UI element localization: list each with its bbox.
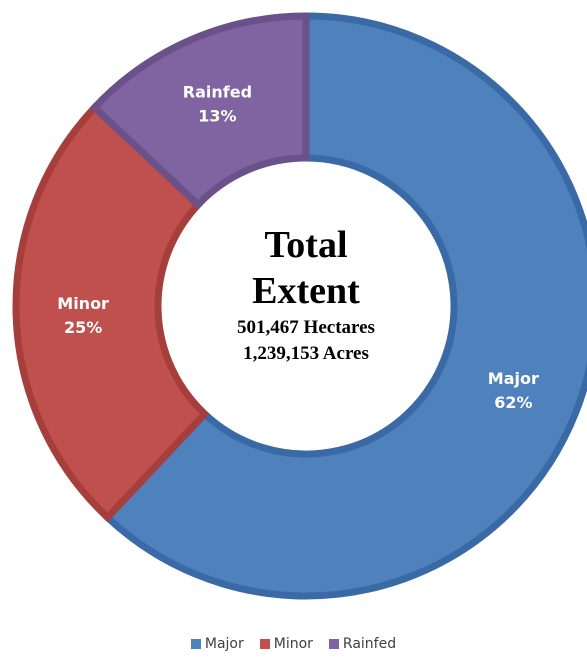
- legend-label-rainfed: Rainfed: [342, 636, 397, 652]
- legend-label-major: Major: [204, 636, 244, 652]
- slice-labels: Major 62% Minor 25% Rainfed 13%: [57, 82, 539, 412]
- slice-label-major: Major: [488, 369, 539, 388]
- slice-value-major: 62%: [494, 393, 532, 412]
- donut-slices: [12, 12, 587, 600]
- legend-item-minor: Minor: [259, 636, 313, 652]
- slice-minor: [12, 102, 210, 523]
- slice-label-rainfed: Rainfed: [183, 82, 252, 101]
- legend-swatch-minor: [259, 639, 270, 649]
- center-title-line2: Extent: [252, 270, 360, 312]
- legend-item-rainfed: Rainfed: [328, 636, 397, 652]
- center-title-line1: Total: [264, 224, 347, 266]
- center-text: Total Extent 501,467 Hectares 1,239,153 …: [237, 224, 375, 364]
- legend-swatch-rainfed: [328, 639, 339, 649]
- legend-swatch-major: [190, 639, 201, 649]
- slice-major: [102, 12, 587, 600]
- center-acres: 1,239,153 Acres: [243, 343, 369, 364]
- slice-value-minor: 25%: [64, 318, 102, 337]
- center-hectares: 501,467 Hectares: [237, 317, 375, 338]
- slice-label-minor: Minor: [57, 294, 109, 313]
- legend-label-minor: Minor: [273, 636, 313, 652]
- chart-legend: Major Minor Rainfed: [0, 636, 587, 652]
- legend-item-major: Major: [190, 636, 244, 652]
- slice-rainfed: [89, 12, 310, 210]
- slice-value-rainfed: 13%: [198, 106, 236, 125]
